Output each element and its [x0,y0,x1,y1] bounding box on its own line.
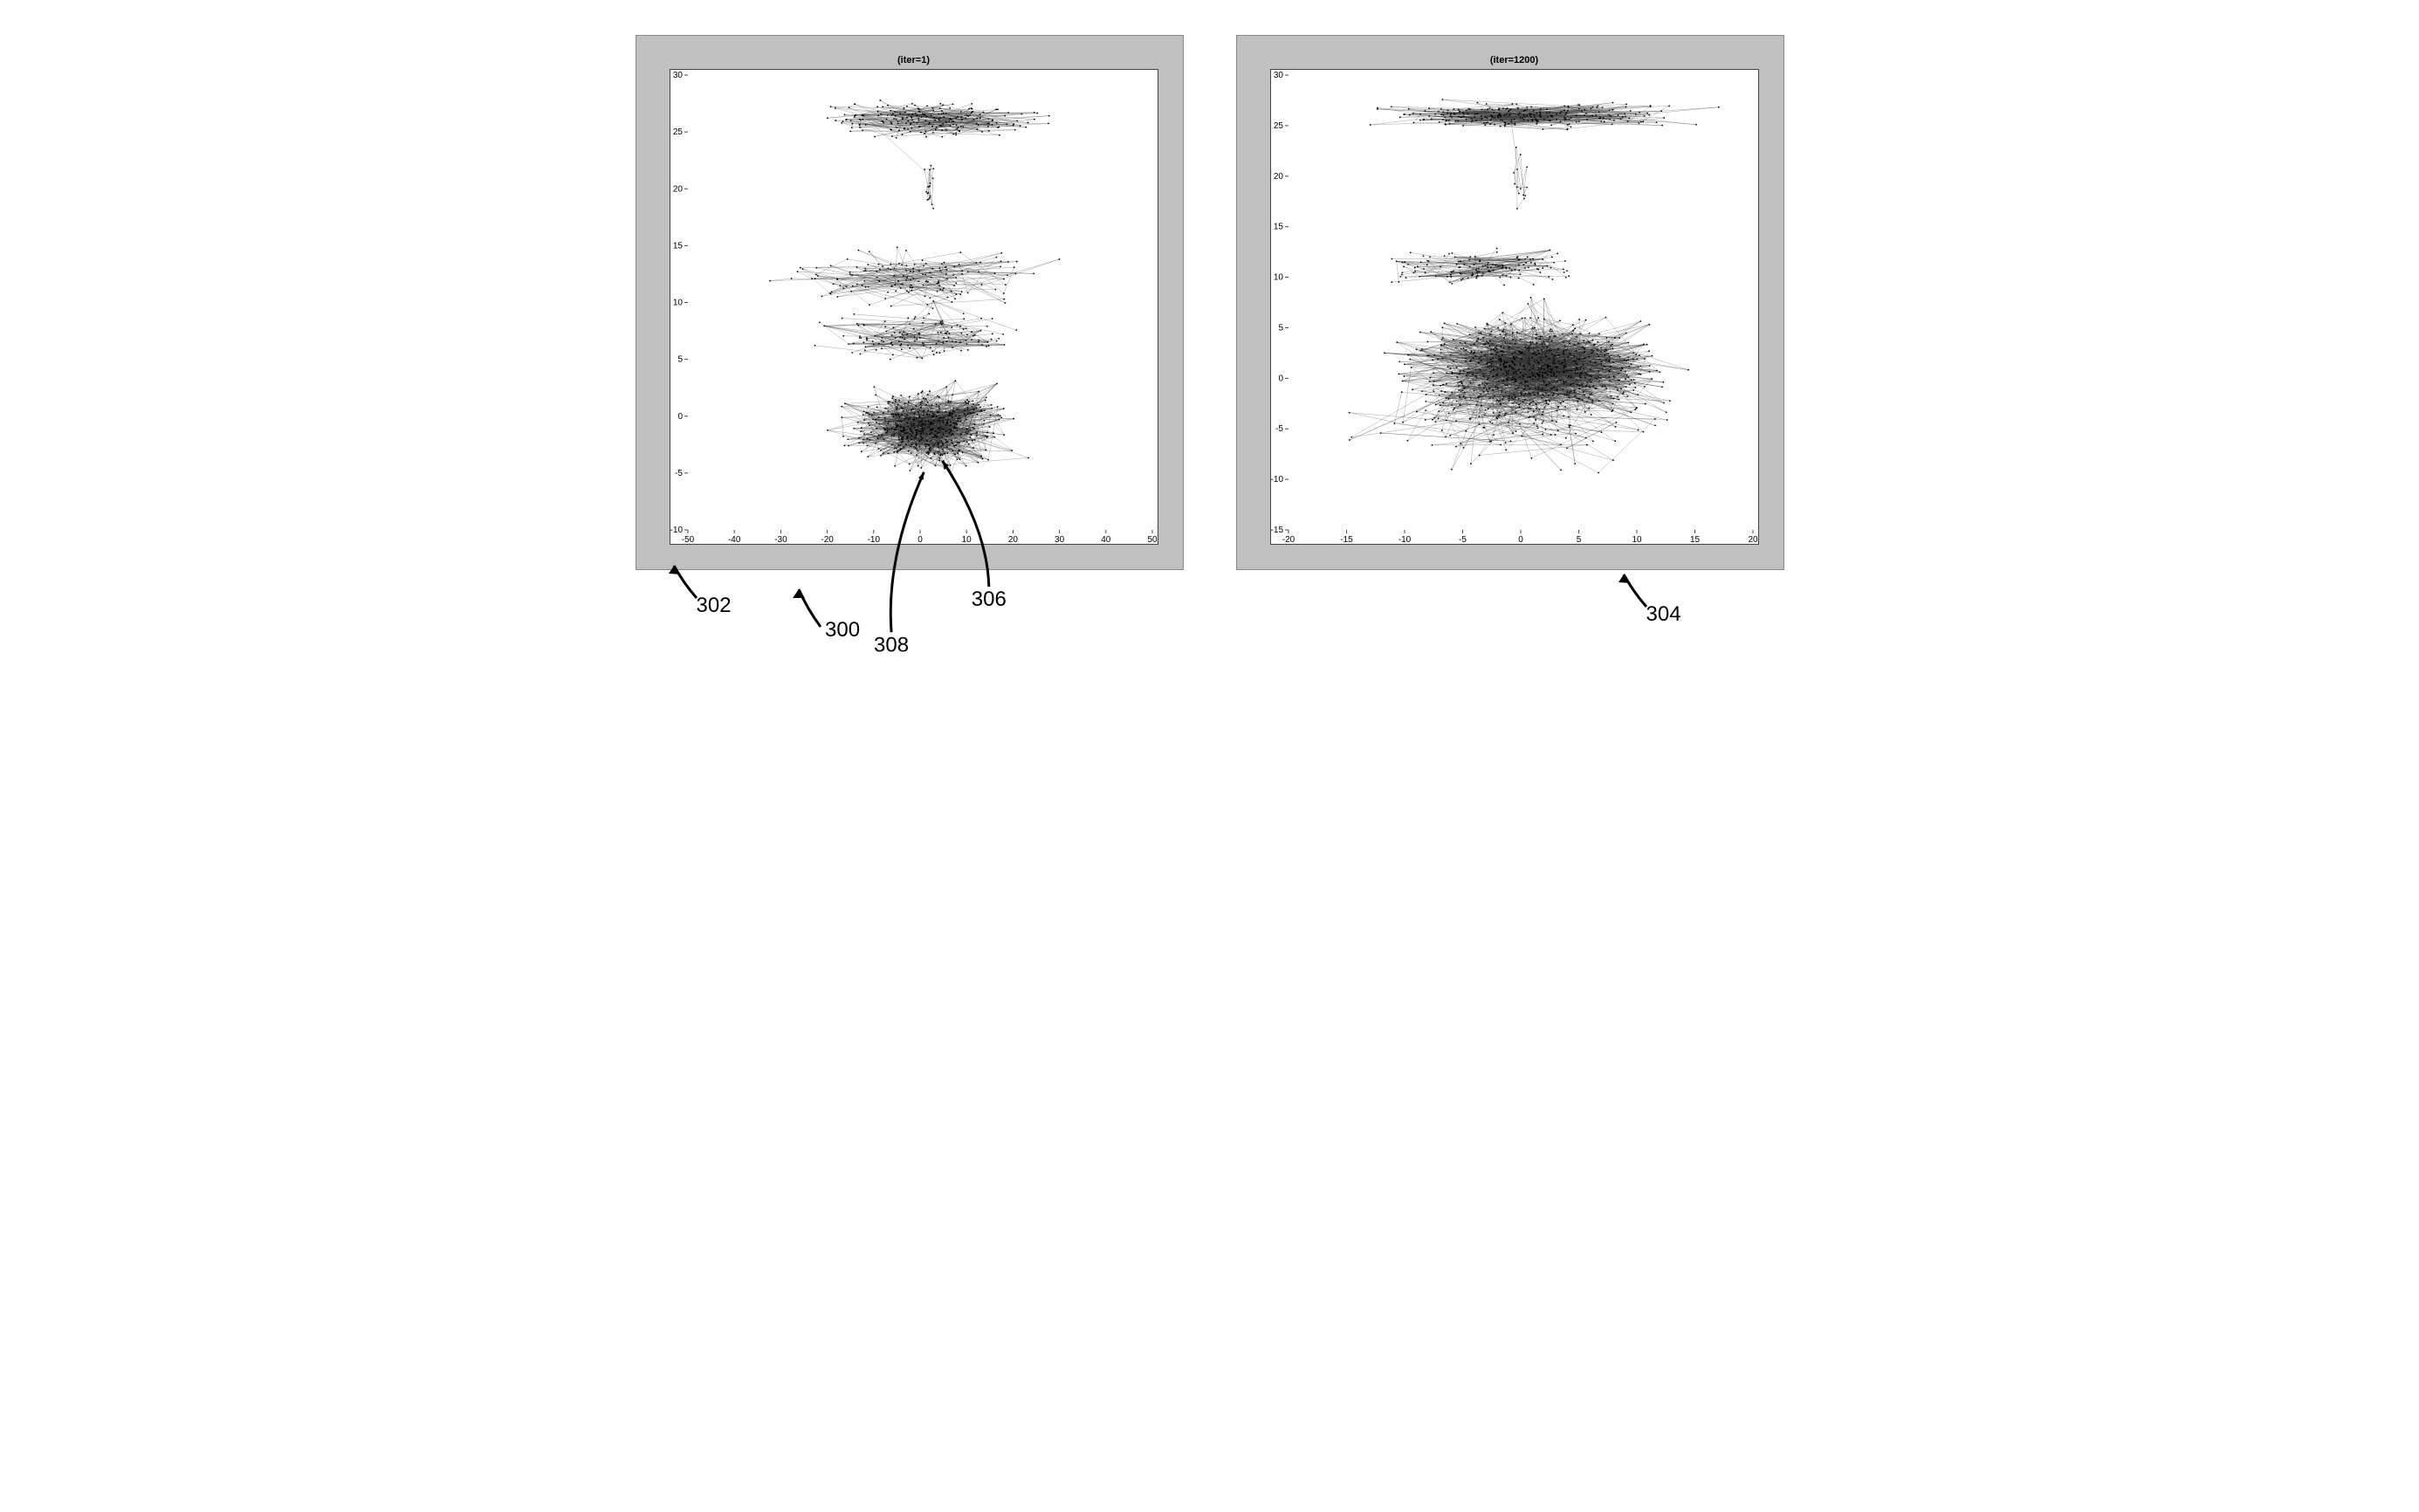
svg-text:30: 30 [1055,535,1065,545]
svg-text:-20: -20 [1282,535,1295,545]
bottom-annot-region: 300 [35,570,2384,675]
panel-left-frame: (iter=1) -50-40-30-20-1001020304050-10-5… [636,35,1184,570]
svg-text:15: 15 [672,241,683,251]
svg-text:-10: -10 [1271,475,1283,485]
svg-text:30: 30 [672,71,683,80]
svg-text:0: 0 [917,535,923,545]
svg-text:0: 0 [1518,535,1523,545]
panel-right-frame: (iter=1200) -20-15-10-505101520-15-10-50… [1236,35,1784,570]
svg-text:15: 15 [1273,223,1283,232]
svg-text:-40: -40 [727,535,740,545]
svg-text:20: 20 [1007,535,1018,545]
panel-left-wrap: (iter=1) -50-40-30-20-1001020304050-10-5… [636,35,1184,570]
svg-text:20: 20 [672,184,683,194]
svg-text:5: 5 [1278,323,1283,333]
panel-right-plot: -20-15-10-505101520-15-10-5051015202530 [1270,69,1759,545]
svg-text:-15: -15 [1340,535,1353,545]
svg-text:20: 20 [1273,172,1283,182]
panel-left-title: (iter=1) [670,55,1158,65]
svg-text:25: 25 [1273,121,1283,131]
svg-text:-10: -10 [1398,535,1411,545]
svg-text:25: 25 [672,127,683,137]
svg-text:50: 50 [1147,535,1158,545]
panel-right-title: (iter=1200) [1270,55,1759,65]
svg-text:-10: -10 [867,535,880,545]
svg-text:40: 40 [1101,535,1111,545]
svg-text:-20: -20 [821,535,834,545]
svg-text:-5: -5 [675,469,683,478]
svg-text:-10: -10 [670,526,683,535]
svg-text:10: 10 [1632,535,1642,545]
svg-text:5: 5 [677,355,683,365]
figure-row: (iter=1) -50-40-30-20-1001020304050-10-5… [35,35,2384,570]
svg-text:0: 0 [1278,374,1283,383]
svg-text:10: 10 [1273,273,1283,283]
svg-text:-15: -15 [1271,526,1283,535]
svg-text:10: 10 [672,299,683,308]
svg-text:-5: -5 [1275,424,1283,434]
svg-text:-50: -50 [681,535,694,545]
svg-text:5: 5 [1576,535,1581,545]
svg-text:15: 15 [1689,535,1700,545]
svg-text:30: 30 [1273,71,1283,80]
panel-right-wrap: (iter=1200) -20-15-10-505101520-15-10-50… [1236,35,1784,570]
svg-text:0: 0 [677,412,683,422]
svg-text:-30: -30 [774,535,787,545]
svg-text:10: 10 [961,535,972,545]
svg-text:-5: -5 [1459,535,1467,545]
svg-text:20: 20 [1748,535,1758,545]
panel-left-plot: -50-40-30-20-1001020304050-10-5051015202… [670,69,1158,545]
ref-300-arrow [768,579,873,649]
